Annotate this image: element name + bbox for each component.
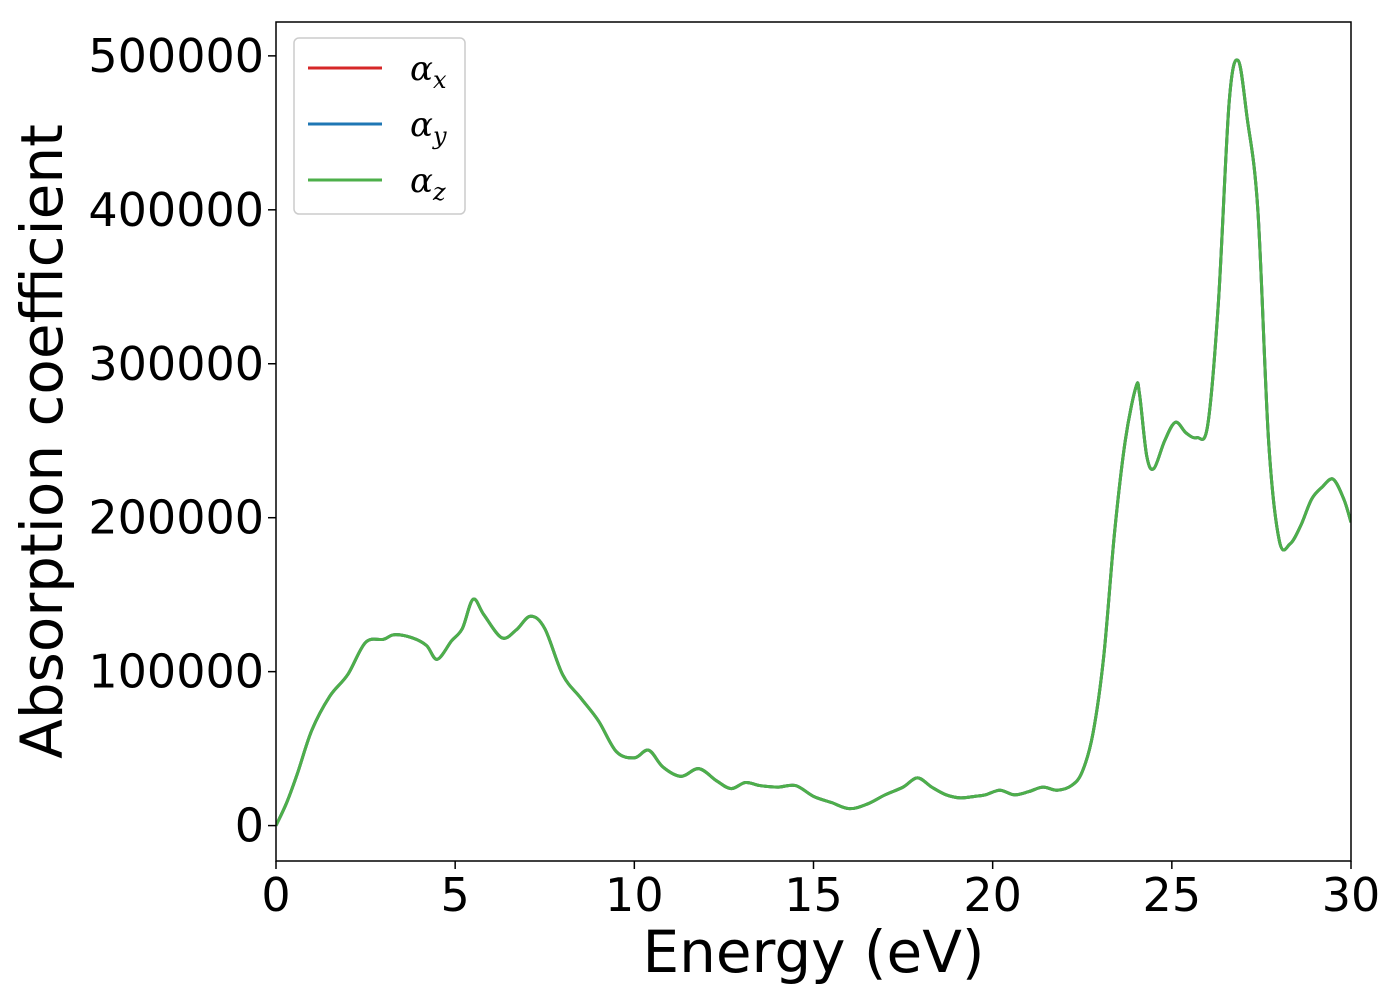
x-tick-label: 20 bbox=[963, 868, 1022, 922]
x-tick-label: 0 bbox=[261, 868, 290, 922]
x-tick-label: 5 bbox=[441, 868, 470, 922]
y-axis-label: Absorption coefficient bbox=[8, 124, 76, 759]
y-tick-label: 500000 bbox=[88, 29, 264, 83]
x-tick-label: 10 bbox=[605, 868, 664, 922]
legend-label: αz bbox=[410, 161, 446, 206]
y-tick-label: 0 bbox=[235, 799, 264, 853]
series-line-2 bbox=[276, 58, 1351, 827]
y-tick-label: 100000 bbox=[88, 645, 264, 699]
series-layer bbox=[276, 58, 1351, 827]
x-tick-label: 25 bbox=[1143, 868, 1202, 922]
legend-label: αy bbox=[410, 105, 447, 150]
legend-box bbox=[293, 37, 466, 215]
y-tick-label: 200000 bbox=[88, 491, 264, 545]
y-tick-label: 400000 bbox=[88, 183, 264, 237]
y-axis: 0 100000 200000 300000 400000 500000 bbox=[88, 29, 276, 853]
legend-label: αx bbox=[410, 49, 447, 94]
x-tick-label: 30 bbox=[1322, 868, 1381, 922]
x-tick-label: 15 bbox=[784, 868, 843, 922]
x-axis-label: Energy (eV) bbox=[642, 918, 984, 986]
x-axis: 0 5 10 15 20 25 30 bbox=[261, 861, 1380, 922]
legend: αx αy αz bbox=[293, 37, 466, 215]
y-tick-label: 300000 bbox=[88, 337, 264, 391]
